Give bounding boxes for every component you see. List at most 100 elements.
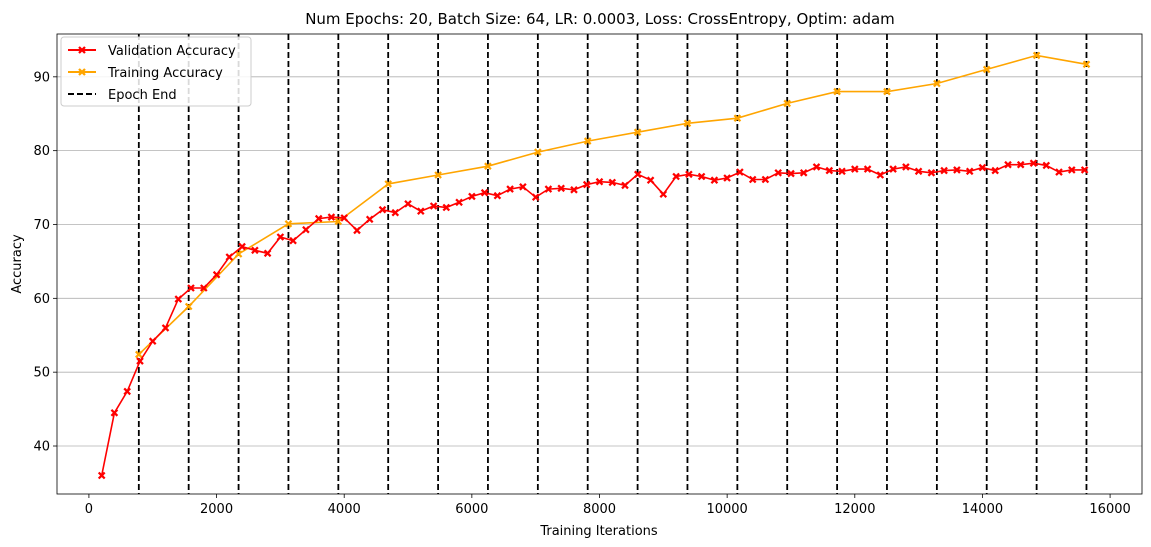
validation-accuracy-point xyxy=(212,270,221,279)
legend: Validation Accuracy Training Accuracy Ep… xyxy=(60,36,252,107)
validation-accuracy-point xyxy=(480,188,489,197)
validation-accuracy-point xyxy=(238,242,246,251)
training-accuracy-point xyxy=(184,302,193,311)
training-accuracy-point xyxy=(833,87,841,96)
validation-accuracy-point xyxy=(302,225,310,234)
validation-accuracy-point xyxy=(1042,161,1051,170)
x-tick-label: 8000 xyxy=(583,502,616,517)
validation-accuracy-point xyxy=(889,165,897,173)
validation-accuracy-point xyxy=(697,172,706,181)
validation-accuracy-point xyxy=(570,186,578,194)
training-accuracy-point xyxy=(484,162,492,170)
validation-accuracy-point xyxy=(1029,159,1038,167)
epoch-lines xyxy=(137,34,1088,494)
validation-accuracy-point xyxy=(493,191,502,200)
chart-title: Num Epochs: 20, Batch Size: 64, LR: 0.00… xyxy=(305,10,895,28)
validation-accuracy-point xyxy=(136,357,144,365)
validation-accuracy-point xyxy=(748,175,757,184)
validation-accuracy-point xyxy=(965,167,974,176)
grid xyxy=(57,76,1142,447)
training-accuracy-point xyxy=(933,79,941,88)
training-accuracy-point xyxy=(434,171,442,179)
validation-accuracy-point xyxy=(468,192,476,201)
validation-accuracy-point xyxy=(799,169,808,177)
validation-accuracy-point xyxy=(812,163,821,171)
validation-accuracy-point xyxy=(927,169,936,177)
legend-training-marker xyxy=(78,68,86,76)
validation-accuracy-point xyxy=(200,284,208,292)
validation-accuracy-point xyxy=(825,166,834,175)
validation-accuracy-point xyxy=(353,226,361,235)
validation-accuracy-point xyxy=(902,163,910,171)
validation-accuracy-point xyxy=(97,471,106,480)
validation-accuracy-point xyxy=(378,205,387,214)
validation-accuracy-point xyxy=(187,284,195,292)
validation-accuracy-point xyxy=(263,249,272,258)
validation-accuracy-point xyxy=(404,200,412,208)
validation-accuracy-point xyxy=(978,163,987,172)
validation-accuracy-point xyxy=(774,169,782,177)
y-axis: 40 50 60 70 80 90 xyxy=(33,70,57,455)
validation-accuracy-point xyxy=(710,176,719,184)
validation-accuracy-point xyxy=(110,409,119,417)
validation-accuracy-point xyxy=(1068,166,1076,174)
validation-accuracy-point xyxy=(953,166,961,174)
training-accuracy-point xyxy=(733,114,742,122)
validation-accuracy-point xyxy=(519,183,527,191)
training-accuracy-point xyxy=(883,87,891,96)
training-accuracy-line xyxy=(138,54,1087,355)
validation-accuracy-point xyxy=(761,175,770,184)
validation-accuracy-point xyxy=(327,213,336,221)
training-accuracy-point xyxy=(683,119,692,128)
training-accuracy-point xyxy=(583,137,592,145)
validation-accuracy-point xyxy=(672,172,680,181)
y-axis-label: Accuracy xyxy=(10,234,25,294)
validation-accuracy-point xyxy=(787,169,795,178)
training-accuracy-point xyxy=(284,220,293,228)
validation-accuracy-point xyxy=(582,180,591,189)
validation-accuracy-point xyxy=(608,178,617,187)
x-axis: 0 2000 4000 6000 8000 10000 12000 14000 16000 xyxy=(85,494,1131,517)
training-accuracy-point xyxy=(534,148,542,156)
validation-accuracy-point xyxy=(340,214,348,222)
validation-accuracy-line xyxy=(100,162,1085,476)
validation-accuracy-point xyxy=(148,337,157,345)
validation-accuracy-point xyxy=(914,167,923,176)
validation-accuracy-point xyxy=(251,246,259,255)
validation-accuracy-point xyxy=(646,176,655,184)
validation-accuracy-point xyxy=(634,170,642,179)
validation-accuracy-point xyxy=(544,185,553,193)
validation-accuracy-point xyxy=(621,181,629,190)
x-tick-label: 12000 xyxy=(834,502,875,517)
validation-accuracy-point xyxy=(685,170,693,179)
validation-accuracy-point xyxy=(123,387,131,396)
training-accuracy-point xyxy=(384,180,392,188)
validation-accuracy-point xyxy=(289,236,297,245)
training-accuracy-point xyxy=(982,65,991,74)
validation-accuracy-point xyxy=(851,165,859,173)
validation-accuracy-point xyxy=(391,208,400,217)
x-axis-label: Training Iterations xyxy=(539,524,658,539)
legend-box xyxy=(60,36,252,107)
validation-accuracy-point xyxy=(876,171,885,179)
legend-validation-label: Validation Accuracy xyxy=(108,44,236,59)
validation-accuracy-point xyxy=(506,185,514,193)
x-tick-label: 14000 xyxy=(962,502,1003,517)
y-tick-label: 50 xyxy=(33,366,50,381)
validation-accuracy-point xyxy=(1055,168,1063,176)
validation-accuracy-point xyxy=(417,207,425,215)
x-tick-label: 2000 xyxy=(200,502,233,517)
validation-accuracy-point xyxy=(659,190,668,198)
validation-accuracy-point xyxy=(1080,166,1089,174)
validation-accuracy-point xyxy=(863,165,872,173)
training-accuracy-point xyxy=(334,217,343,226)
validation-accuracy-point xyxy=(531,193,540,201)
y-tick-label: 60 xyxy=(33,292,50,307)
validation-accuracy-point xyxy=(940,166,948,175)
validation-accuracy-point xyxy=(442,203,451,212)
validation-accuracy-point xyxy=(276,233,285,241)
validation-accuracy-point xyxy=(161,324,170,332)
validation-accuracy-point xyxy=(1004,160,1012,169)
x-tick-label: 6000 xyxy=(455,502,488,517)
